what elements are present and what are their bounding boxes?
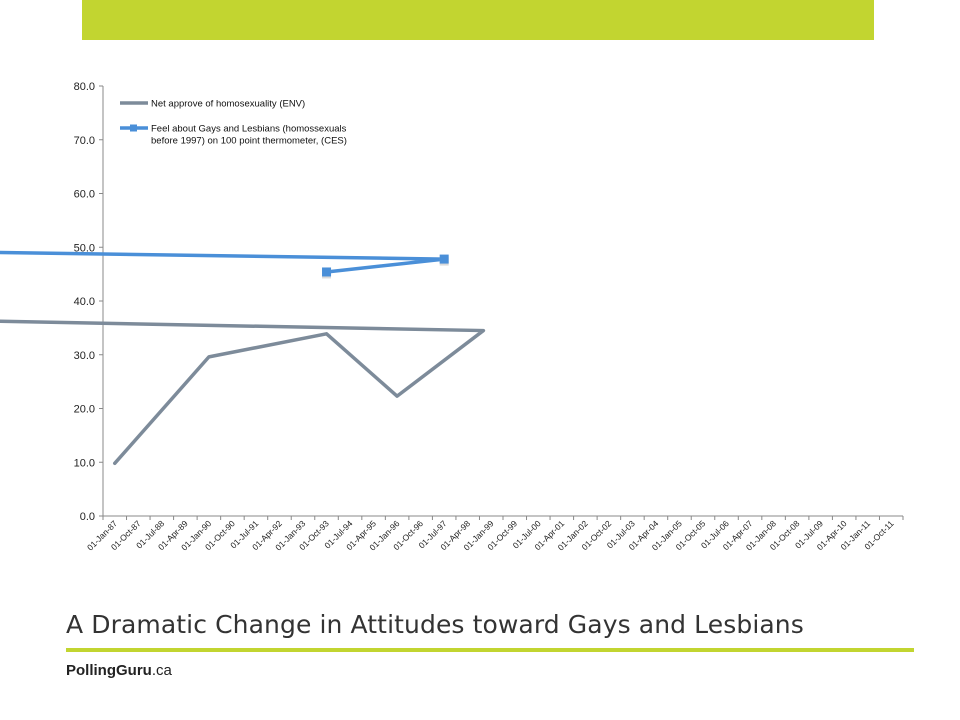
line-chart: 0.010.020.030.040.050.060.070.080.001-Ja…: [0, 81, 904, 552]
legend-label-2: before 1997) on 100 point thermometer, (…: [151, 136, 347, 147]
series-line-2: [0, 250, 446, 274]
data-point-marker: [322, 267, 332, 277]
y-tick-label: 40.0: [74, 296, 95, 308]
page-title: A Dramatic Change in Attitudes toward Ga…: [66, 610, 804, 639]
y-tick-label: 70.0: [74, 135, 95, 147]
brand-tld: .ca: [151, 662, 172, 679]
series-line-1: [0, 319, 486, 466]
y-tick-label: 60.0: [74, 189, 95, 201]
y-tick-label: 0.0: [80, 511, 95, 523]
y-tick-label: 20.0: [74, 404, 95, 416]
y-tick-label: 80.0: [74, 81, 95, 93]
data-point-marker: [439, 254, 449, 264]
legend-label-1: Net approve of homosexuality (ENV): [151, 99, 305, 110]
brand-logo: PollingGuru.ca: [66, 662, 172, 679]
y-tick-label: 50.0: [74, 242, 95, 254]
y-tick-label: 10.0: [74, 457, 95, 469]
legend-marker: [130, 124, 137, 132]
brand-name: PollingGuru: [66, 662, 152, 679]
y-tick-label: 30.0: [74, 350, 95, 362]
title-underline: [66, 648, 914, 652]
header-accent-bar: [82, 0, 874, 40]
legend-label-2: Feel about Gays and Lesbians (homossexua…: [151, 124, 347, 135]
